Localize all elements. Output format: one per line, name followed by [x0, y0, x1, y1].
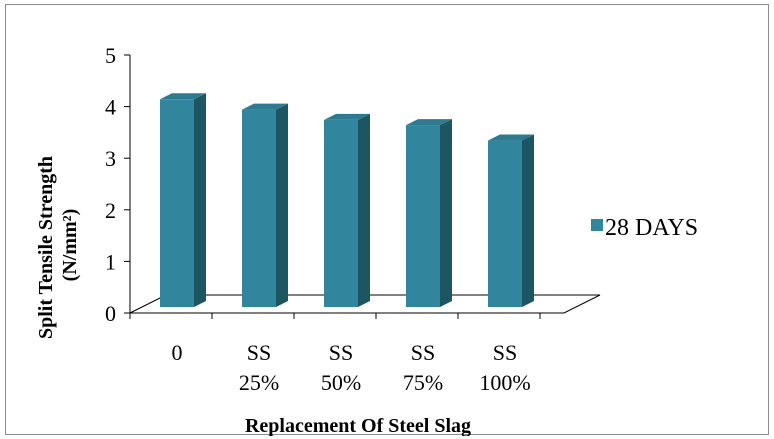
- bar-front-face: [160, 99, 194, 307]
- bar-side-face: [194, 93, 206, 307]
- bar: [406, 119, 452, 307]
- bar: [488, 134, 534, 307]
- bar-front-face: [242, 109, 276, 307]
- y-axis-title-line-1: Split Tensile Strength: [35, 156, 57, 339]
- x-tick-label: SS 100%: [479, 340, 530, 395]
- y-axis-title: Split Tensile Strength (N/mm²): [35, 151, 81, 339]
- legend: 28 DAYS: [591, 215, 698, 241]
- x-tick-label: SS 50%: [321, 340, 361, 395]
- bar-top-face: [324, 113, 370, 120]
- x-tick-label-line: SS: [411, 340, 435, 365]
- x-tick-label-line: SS: [329, 340, 353, 365]
- bar-front-face: [488, 140, 522, 307]
- bar-side-face: [276, 103, 288, 307]
- bar: [160, 93, 206, 307]
- chart-frame: 0 1 2 3 4 5 0 SS 25% SS 50% SS 75% SS 100% Split Tens…: [5, 4, 769, 436]
- bar-top-face: [242, 103, 288, 110]
- bar-top-face: [160, 93, 206, 100]
- x-tick-label: SS 75%: [403, 340, 443, 395]
- y-tick-label: 3: [105, 146, 116, 171]
- y-tick-label: 1: [105, 249, 116, 274]
- bar-chart: 0 1 2 3 4 5 0 SS 25% SS 50% SS 75% SS 100% Split Tens…: [35, 43, 698, 436]
- bar-side-face: [358, 113, 370, 307]
- x-tick-label-line: 25%: [239, 370, 279, 395]
- bar-series: [160, 93, 534, 307]
- x-axis-title: Replacement Of Steel Slag: [245, 415, 471, 436]
- legend-label: 28 DAYS: [605, 215, 698, 241]
- x-tick-label-line: 50%: [321, 370, 361, 395]
- x-tick-labels: 0 SS 25% SS 50% SS 75% SS 100%: [172, 340, 531, 395]
- y-tick-label: 2: [105, 198, 116, 223]
- chart-axes: [129, 55, 564, 319]
- bar-front-face: [406, 125, 440, 307]
- bar-side-face: [522, 134, 534, 307]
- y-tick-labels: 0 1 2 3 4 5: [105, 43, 130, 326]
- x-tick-label: 0: [172, 340, 183, 365]
- y-tick-label: 0: [105, 301, 116, 326]
- y-tick-label: 4: [105, 95, 116, 120]
- y-tick-label: 5: [105, 43, 116, 68]
- bar: [242, 103, 288, 307]
- x-tick-label-line: 100%: [479, 370, 530, 395]
- bar-front-face: [324, 119, 358, 307]
- x-tick-label: SS 25%: [239, 340, 279, 395]
- bar: [324, 113, 370, 307]
- bar-side-face: [440, 119, 452, 307]
- x-tick-label-line: 75%: [403, 370, 443, 395]
- bar-top-face: [488, 134, 534, 141]
- x-tick-label-line: SS: [493, 340, 517, 365]
- legend-swatch: [591, 219, 603, 231]
- bar-top-face: [406, 119, 452, 126]
- y-axis-title-line-2: (N/mm²): [59, 209, 81, 282]
- x-tick-label-line: 0: [172, 340, 183, 365]
- x-tick-label-line: SS: [247, 340, 271, 365]
